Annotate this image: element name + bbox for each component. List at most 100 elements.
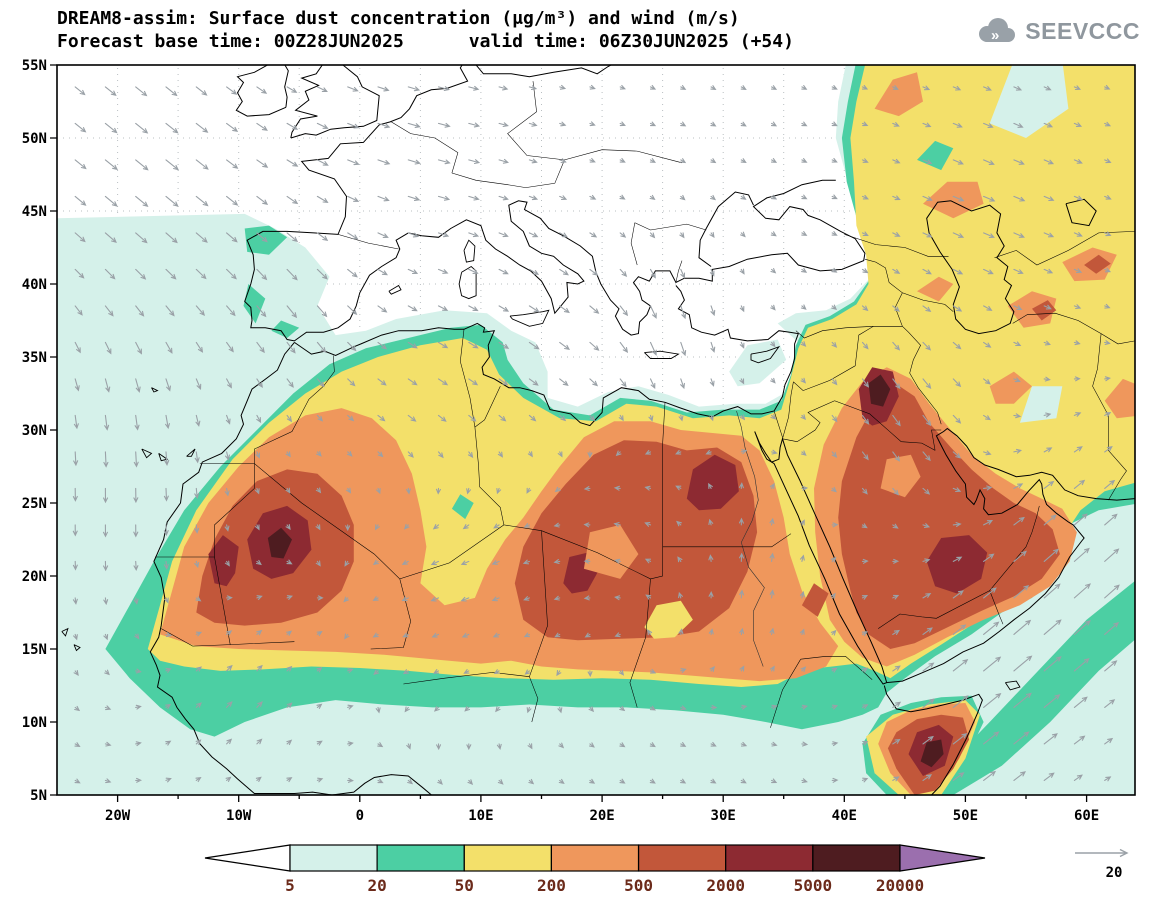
y-axis-label: 55N — [22, 58, 47, 74]
x-axis-label: 10E — [468, 808, 493, 824]
country-border — [254, 463, 400, 580]
colorbar-legend: 5 20 50 200 500 2000 5000 20000 — [204, 844, 986, 895]
colorbar-right-arrow — [899, 844, 986, 872]
colorbar-cell — [463, 844, 552, 872]
river — [736, 410, 765, 667]
country-border — [564, 149, 683, 164]
svg-text:»: » — [991, 27, 999, 44]
colorbar-cell — [812, 844, 901, 872]
coastline — [926, 200, 1015, 335]
country-border — [629, 578, 651, 708]
country-border — [902, 326, 942, 425]
colorbar-label: 20000 — [876, 876, 924, 895]
wind-reference-arrow-icon — [1075, 848, 1129, 858]
colorbar-cell — [289, 844, 378, 872]
y-axis-label: 35N — [22, 350, 47, 366]
country-border — [989, 590, 1004, 625]
coastline — [294, 285, 799, 427]
coastline — [244, 65, 866, 342]
country-border — [864, 258, 903, 294]
coastline — [149, 342, 433, 795]
island-outline — [1005, 680, 1021, 691]
country-border — [782, 400, 835, 442]
wind-reference-label: 20 — [1106, 865, 1123, 881]
country-border — [155, 463, 255, 558]
map-plot-area — [57, 65, 1135, 795]
seevccc-cloud-icon: » — [979, 18, 1016, 44]
coastline — [754, 431, 888, 685]
y-axis-label: 50N — [22, 131, 47, 147]
colorbar-cell — [637, 844, 727, 872]
country-border — [793, 326, 874, 391]
country-border — [634, 222, 707, 231]
country-border — [337, 234, 399, 250]
x-axis-label: 50E — [953, 808, 978, 824]
country-border — [770, 659, 801, 728]
coastline — [290, 65, 380, 139]
island-outline — [158, 453, 169, 462]
island-outline — [61, 627, 69, 637]
y-axis-label: 40N — [22, 277, 47, 293]
country-border — [931, 429, 942, 451]
colorbar-left-arrow — [204, 844, 291, 872]
wind-reference: 20 — [1075, 848, 1129, 881]
country-border — [529, 530, 548, 677]
island-outline — [73, 644, 81, 652]
country-border — [800, 656, 873, 680]
country-border — [503, 524, 663, 580]
country-border — [1012, 312, 1102, 334]
wind-vectors — [72, 84, 1120, 786]
island-outline — [388, 284, 402, 295]
x-axis-label: 20E — [589, 808, 614, 824]
country-border — [773, 410, 783, 438]
country-border — [391, 121, 459, 174]
country-border — [902, 292, 954, 312]
y-axis-label: 20N — [22, 569, 47, 585]
colorbar-label: 5000 — [794, 876, 833, 895]
country-border — [662, 402, 666, 547]
colorbar-label: 200 — [537, 876, 566, 895]
x-axis-label: 40E — [832, 808, 857, 824]
y-axis-label: 15N — [22, 642, 47, 658]
country-border — [782, 381, 794, 439]
coastline — [698, 191, 754, 267]
y-axis-label: 10N — [22, 715, 47, 731]
country-border — [662, 533, 792, 548]
chart-subtitle: Forecast base time: 00Z28JUN2025 valid t… — [57, 31, 794, 52]
colorbar-label: 50 — [455, 876, 474, 895]
country-border — [474, 386, 501, 428]
country-border — [460, 329, 476, 428]
island-outline — [644, 350, 680, 359]
island-outline — [151, 387, 159, 393]
x-axis-label: 0 — [356, 808, 364, 824]
colorbar-label: 20 — [367, 876, 386, 895]
chart-title: DREAM8-assim: Surface dust concentration… — [57, 8, 740, 29]
island-outline — [509, 309, 550, 327]
country-border — [474, 427, 505, 525]
country-border — [403, 672, 530, 685]
colorbar-label: 2000 — [706, 876, 745, 895]
country-border — [399, 524, 505, 580]
x-axis-label: 30E — [711, 808, 736, 824]
country-border — [529, 676, 539, 723]
country-border — [795, 326, 903, 339]
country-border — [507, 81, 565, 161]
island-outline — [141, 448, 153, 459]
country-border — [844, 234, 949, 257]
colorbar-label: 500 — [624, 876, 653, 895]
x-axis-label: 10W — [226, 808, 252, 824]
coastline — [886, 427, 1135, 684]
seevccc-logo: » SEEVCCC — [974, 16, 1140, 46]
coastline — [475, 65, 613, 78]
island-outline — [750, 345, 781, 364]
colorbar-cell — [725, 844, 814, 872]
coastline — [235, 65, 289, 117]
axis-ticks — [50, 64, 1088, 802]
seevccc-logo-text: SEEVCCC — [1025, 17, 1140, 44]
colorbar-label: 5 — [285, 876, 295, 895]
y-axis-label: 5N — [30, 788, 47, 804]
x-axis-label: 20W — [105, 808, 131, 824]
